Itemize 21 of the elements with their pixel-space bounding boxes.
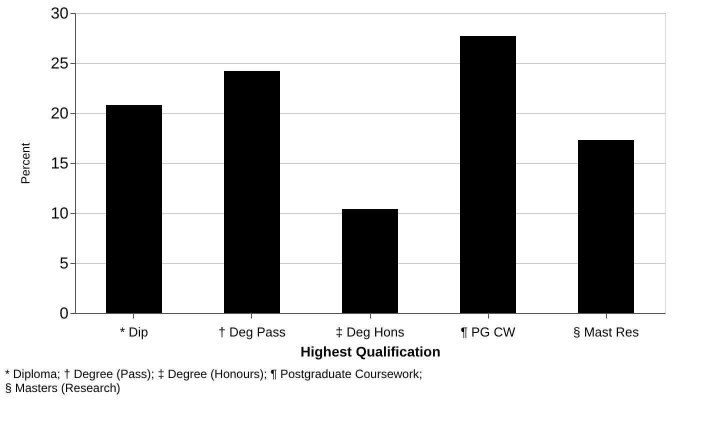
x-tick-label: ‡ Deg Hons: [336, 324, 405, 340]
bar: [460, 36, 516, 313]
x-tick-label: ¶ PG CW: [460, 324, 516, 340]
x-tick-label: † Deg Pass: [218, 324, 286, 340]
y-tick-label: 5: [60, 256, 69, 272]
y-tick-label: 20: [50, 106, 69, 122]
y-tick-label: 25: [50, 56, 69, 72]
y-tick-label: 30: [50, 6, 69, 22]
bar: [578, 140, 634, 313]
y-tick-label: 15: [50, 156, 69, 172]
y-tick-label: 10: [50, 206, 69, 222]
y-axis-title: Percent: [18, 142, 33, 184]
y-tick-label: 0: [60, 306, 69, 322]
text: * Diploma; † Degree (Pass); ‡ Degree (Honours); ¶ Postgraduate Coursework;: [5, 367, 422, 381]
bar: [342, 209, 398, 313]
bar: [224, 71, 280, 313]
x-tick-label: § Mast Res: [573, 324, 640, 340]
x-tick-label: * Dip: [120, 324, 148, 340]
bar: [106, 105, 162, 313]
x-axis-title: Highest Qualification: [300, 344, 441, 360]
text: § Masters (Research): [5, 381, 120, 395]
